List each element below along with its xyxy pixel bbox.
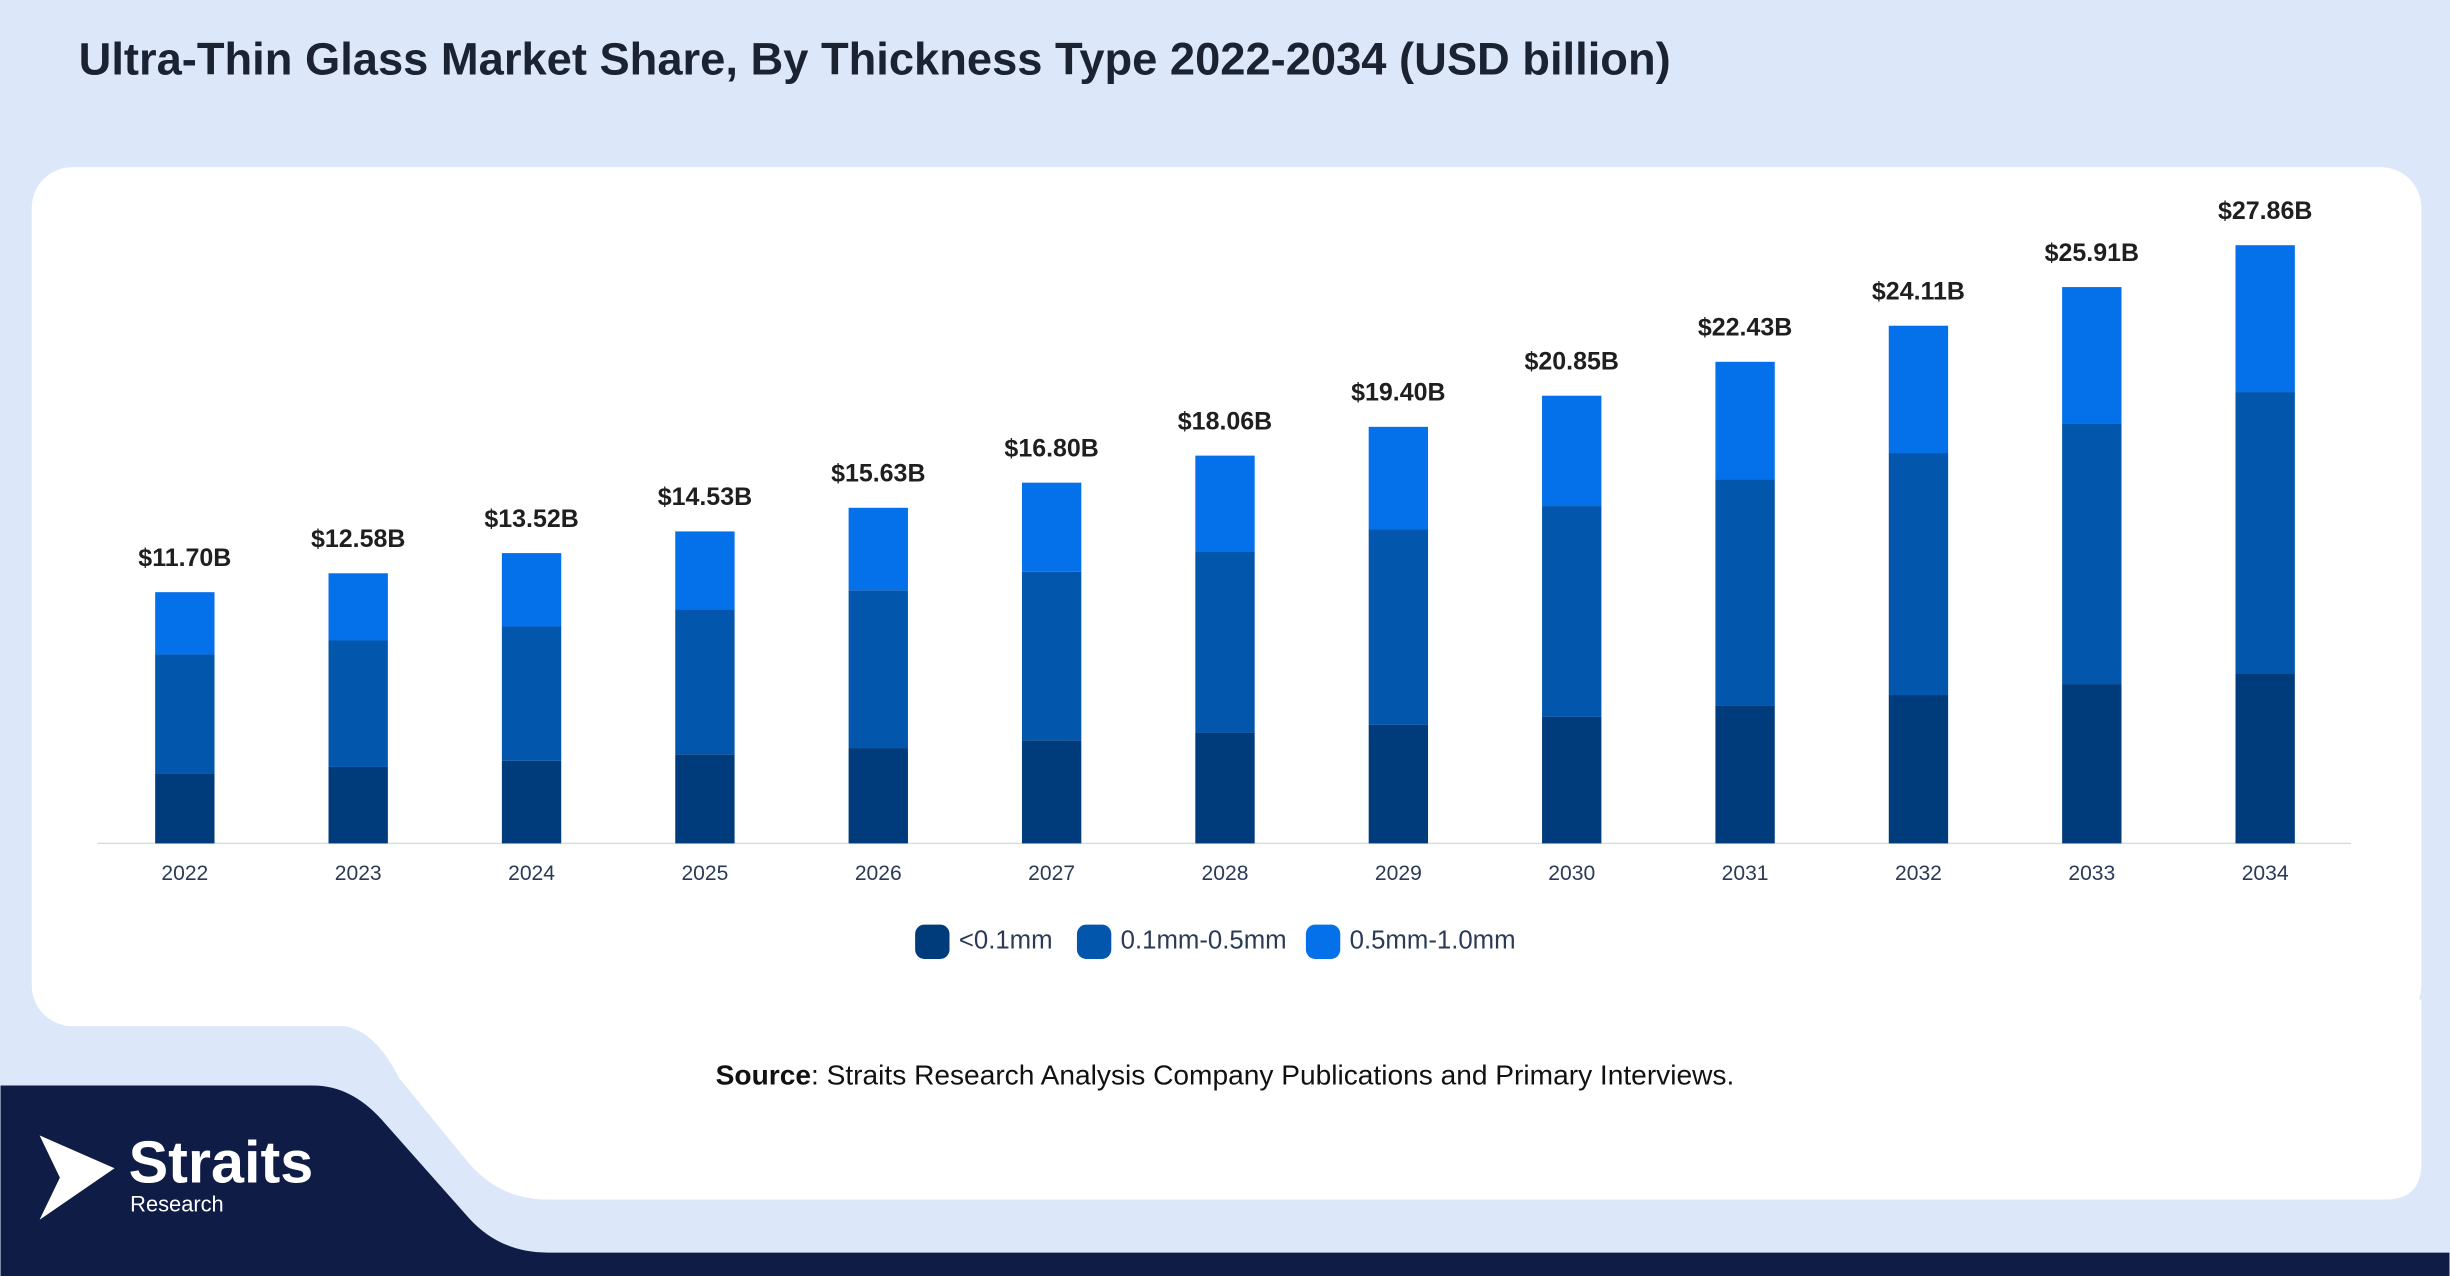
bar-segment bbox=[1021, 571, 1082, 741]
source: Source: Straits Research Analysis Compan… bbox=[716, 1060, 1735, 1091]
legend-swatch bbox=[1076, 924, 1112, 959]
x-tick-label: 2029 bbox=[1375, 862, 1422, 885]
logo-sub: Research bbox=[130, 1191, 224, 1216]
source-text: : Straits Research Analysis Company Publ… bbox=[811, 1060, 1734, 1091]
bar-segment bbox=[155, 592, 215, 655]
total-label: $14.53B bbox=[658, 483, 752, 511]
bar-segment bbox=[1195, 551, 1255, 733]
bar-segment bbox=[1888, 695, 1949, 844]
total-label: $25.91B bbox=[2045, 239, 2139, 267]
x-tick-label: 2028 bbox=[1202, 862, 1249, 885]
bar-segment bbox=[2235, 673, 2295, 844]
bar-segment bbox=[675, 754, 735, 844]
logo-mark bbox=[39, 1135, 115, 1220]
total-label: $16.80B bbox=[1004, 434, 1098, 462]
bar-segment bbox=[328, 766, 388, 844]
bar-segment bbox=[501, 760, 562, 844]
bar-segment bbox=[155, 654, 215, 774]
bar-segment bbox=[1021, 740, 1082, 844]
bar-segment bbox=[1542, 716, 1602, 844]
legend-swatch bbox=[1305, 924, 1341, 959]
total-label: $22.43B bbox=[1698, 314, 1792, 342]
x-tick-label: 2033 bbox=[2068, 862, 2115, 885]
x-tick-label: 2030 bbox=[1548, 862, 1595, 885]
x-tick-label: 2032 bbox=[1895, 862, 1942, 885]
bar-segment bbox=[1715, 479, 1775, 706]
total-label: $27.86B bbox=[2218, 197, 2312, 225]
bar-segment bbox=[1715, 705, 1775, 844]
bar-segment bbox=[848, 590, 908, 749]
total-label: $15.63B bbox=[831, 460, 925, 488]
legend-label: 0.1mm-0.5mm bbox=[1121, 927, 1287, 955]
bar-segment bbox=[1021, 482, 1082, 572]
bar-segment bbox=[1368, 724, 1429, 844]
bar-segment bbox=[2062, 287, 2122, 424]
bar-segment bbox=[675, 531, 735, 610]
footer-band bbox=[0, 1085, 2450, 1276]
bar-segment bbox=[1368, 426, 1429, 530]
total-label: $11.70B bbox=[138, 544, 231, 572]
bar-segment bbox=[675, 609, 735, 755]
bar-segment bbox=[1888, 325, 1949, 454]
legend-swatch bbox=[915, 924, 950, 959]
x-tick-label: 2034 bbox=[2242, 862, 2289, 885]
x-tick-label: 2022 bbox=[161, 862, 208, 885]
bar-segment bbox=[1195, 732, 1255, 844]
total-label: $20.85B bbox=[1525, 348, 1619, 376]
source-label: Source bbox=[716, 1060, 811, 1091]
x-tick-label: 2024 bbox=[508, 862, 555, 885]
total-label: $24.11B bbox=[1872, 278, 1965, 306]
bar-segment bbox=[2235, 392, 2295, 674]
x-tick-label: 2031 bbox=[1722, 862, 1769, 885]
chart-title: Ultra-Thin Glass Market Share, By Thickn… bbox=[79, 33, 1671, 84]
bar-segment bbox=[2062, 684, 2122, 844]
x-tick-label: 2023 bbox=[335, 862, 382, 885]
bar-segment bbox=[848, 507, 908, 591]
total-label: $13.52B bbox=[484, 505, 578, 533]
legend-label: <0.1mm bbox=[959, 927, 1053, 955]
bar-segment bbox=[1542, 506, 1602, 717]
bar-segment bbox=[1888, 453, 1949, 696]
bar-segment bbox=[501, 626, 562, 761]
source-card bbox=[344, 999, 2422, 1200]
x-tick-label: 2025 bbox=[681, 862, 728, 885]
bar-segment bbox=[1542, 395, 1602, 507]
x-tick-label: 2027 bbox=[1028, 862, 1075, 885]
x-tick-label: 2026 bbox=[855, 862, 902, 885]
bar-segment bbox=[1195, 455, 1255, 552]
bar-segment bbox=[1368, 529, 1429, 725]
bar-segment bbox=[328, 573, 388, 641]
bar-segment bbox=[155, 773, 215, 844]
bar-segment bbox=[2235, 245, 2295, 393]
total-label: $18.06B bbox=[1178, 407, 1272, 435]
total-label: $19.40B bbox=[1351, 379, 1445, 407]
bar-segment bbox=[2062, 423, 2122, 685]
bar-segment bbox=[501, 553, 562, 627]
logo-name: Straits bbox=[129, 1128, 314, 1195]
bar-segment bbox=[848, 748, 908, 844]
bar-segment bbox=[1715, 361, 1775, 480]
legend-label: 0.5mm-1.0mm bbox=[1350, 927, 1516, 955]
bar-segment bbox=[328, 640, 388, 767]
total-label: $12.58B bbox=[311, 525, 405, 553]
